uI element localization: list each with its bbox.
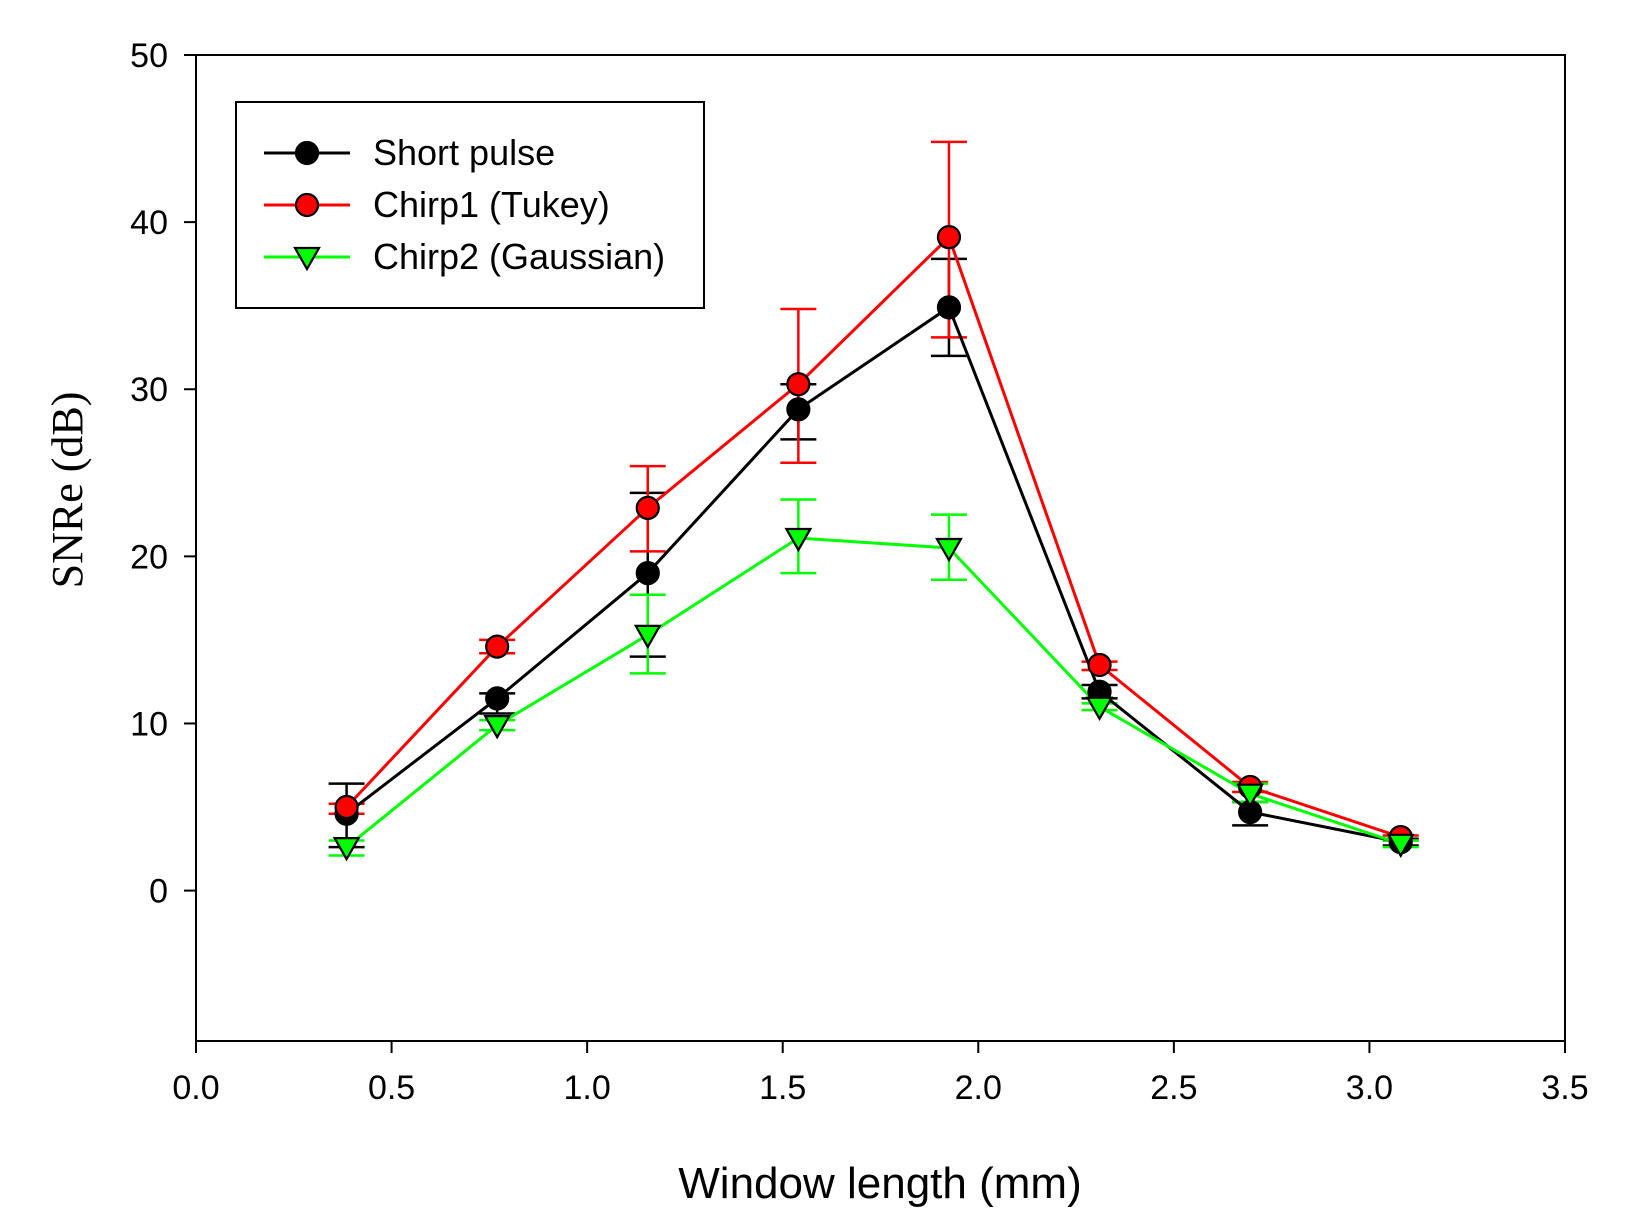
legend-label-chirp1-tukey: Chirp1 (Tukey) — [373, 184, 610, 225]
series-line-chirp2-gaussian — [345, 536, 1402, 849]
data-markers — [332, 225, 1415, 862]
marker-chirp2-gaussian — [784, 527, 813, 553]
x-tick-label: 2.5 — [1150, 1069, 1197, 1107]
marker-chirp2-gaussian — [1386, 833, 1415, 859]
x-axis-title: Window length (mm) — [678, 1159, 1081, 1208]
y-tick-label: 0 — [149, 873, 168, 911]
axes: 0.0 0.5 1.0 1.5 2.0 2.5 3.0 3.5 0 10 20 30 40 50 — [130, 37, 1588, 1107]
legend: Short pulse Chirp1 (Tukey) Chirp2 (Gaussia… — [235, 101, 705, 309]
y-axis-title: SNRe (dB) — [43, 392, 92, 589]
x-tick-label: 1.5 — [759, 1069, 806, 1107]
marker-short-pulse — [635, 560, 660, 586]
marker-chirp2-gaussian — [1236, 783, 1265, 808]
marker-short-pulse — [936, 295, 962, 320]
y-tick-label: 30 — [130, 371, 168, 409]
y-tick-label: 20 — [130, 538, 168, 576]
marker-short-pulse — [786, 397, 811, 422]
marker-chirp1-tukey — [635, 495, 660, 520]
legend-marker-chirp1-tukey — [294, 192, 320, 218]
marker-chirp2-gaussian — [483, 715, 512, 740]
x-tick-label: 0.0 — [172, 1069, 219, 1107]
legend-label-chirp2-gaussian: Chirp2 (Gaussian) — [373, 236, 665, 277]
plot-frame — [195, 54, 1566, 1042]
marker-chirp1-tukey — [1087, 652, 1112, 678]
marker-chirp1-tukey — [936, 225, 962, 250]
y-tick-label: 10 — [130, 705, 168, 743]
legend-marker-short-pulse — [294, 140, 320, 166]
marker-chirp2-gaussian — [633, 624, 662, 650]
legend-marker-chirp2-gaussian — [293, 246, 321, 272]
y-tick-label: 40 — [130, 204, 168, 242]
y-tick-label: 50 — [130, 37, 168, 75]
marker-chirp1-tukey — [485, 634, 510, 659]
series-line-chirp1-tukey — [345, 234, 1402, 839]
x-tick-label: 3.5 — [1541, 1069, 1588, 1107]
legend-label-short-pulse: Short pulse — [373, 132, 555, 173]
x-tick-label: 0.5 — [368, 1069, 415, 1107]
series-lines — [345, 234, 1402, 849]
x-tick-label: 2.0 — [955, 1069, 1002, 1107]
marker-chirp2-gaussian — [1085, 696, 1114, 721]
x-tick-label: 1.0 — [564, 1069, 611, 1107]
marker-short-pulse — [485, 686, 510, 711]
marker-chirp2-gaussian — [935, 537, 963, 563]
marker-chirp1-tukey — [786, 372, 811, 397]
marker-chirp2-gaussian — [332, 837, 361, 862]
x-tick-label: 3.0 — [1346, 1069, 1393, 1107]
series-line-short-pulse — [345, 305, 1402, 844]
marker-chirp1-tukey — [334, 794, 359, 820]
